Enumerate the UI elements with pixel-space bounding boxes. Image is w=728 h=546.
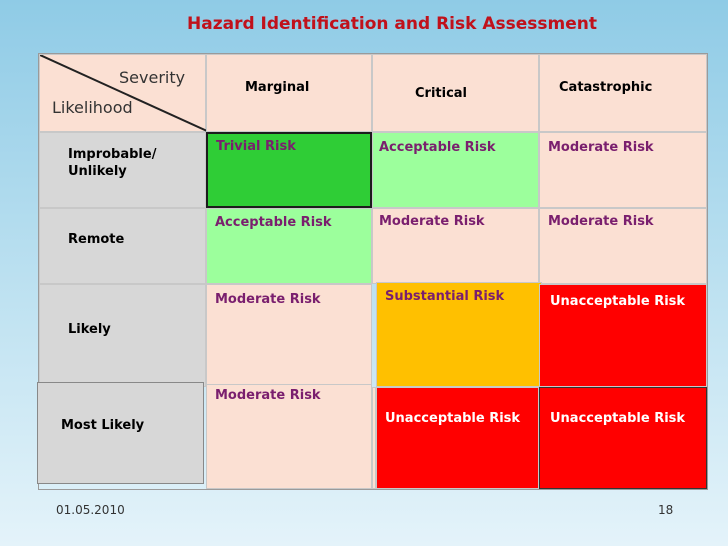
risk-cell-r4-c2: Unacceptable Risk <box>376 387 539 489</box>
likelihood-axis-label: Likelihood <box>52 98 133 117</box>
corner-header: Severity Likelihood <box>39 54 207 132</box>
risk-cell-r4-c3: Unacceptable Risk <box>539 387 707 489</box>
diagonal-divider <box>40 55 207 132</box>
risk-cell-r1-c3: Moderate Risk <box>539 132 707 208</box>
col-header-critical: Critical <box>372 54 539 132</box>
row-header-improbable: Improbable/ Unlikely <box>39 132 206 208</box>
risk-cell-r1-c1: Trivial Risk <box>206 132 372 208</box>
risk-cell-r3-c3: Unacceptable Risk <box>539 284 707 387</box>
footer-page-number: 18 <box>658 503 674 517</box>
risk-cell-r3-c1: Moderate Risk <box>206 284 372 387</box>
risk-cell-r4-c2-bg <box>372 387 376 489</box>
risk-cell-r2-c1: Acceptable Risk <box>206 208 372 284</box>
row-header-most-likely: Most Likely <box>37 382 204 484</box>
slide-title: Hazard Identification and Risk Assessmen… <box>187 14 597 34</box>
risk-cell-r2-c3: Moderate Risk <box>539 208 707 284</box>
risk-cell-r2-c2: Moderate Risk <box>372 208 539 284</box>
risk-cell-r1-c2: Acceptable Risk <box>372 132 539 208</box>
footer-date: 01.05.2010 <box>56 503 125 517</box>
col-header-catastrophic: Catastrophic <box>539 54 707 132</box>
risk-cell-r4-c1: Moderate Risk <box>206 384 372 489</box>
severity-axis-label: Severity <box>119 68 186 87</box>
row-header-remote: Remote <box>39 208 206 284</box>
col-header-marginal: Marginal <box>206 54 372 132</box>
risk-matrix: Severity Likelihood Marginal Critical Ca… <box>37 53 708 490</box>
risk-cell-r3-c2: Substantial Risk <box>376 282 542 387</box>
row-header-likely: Likely <box>39 284 206 387</box>
